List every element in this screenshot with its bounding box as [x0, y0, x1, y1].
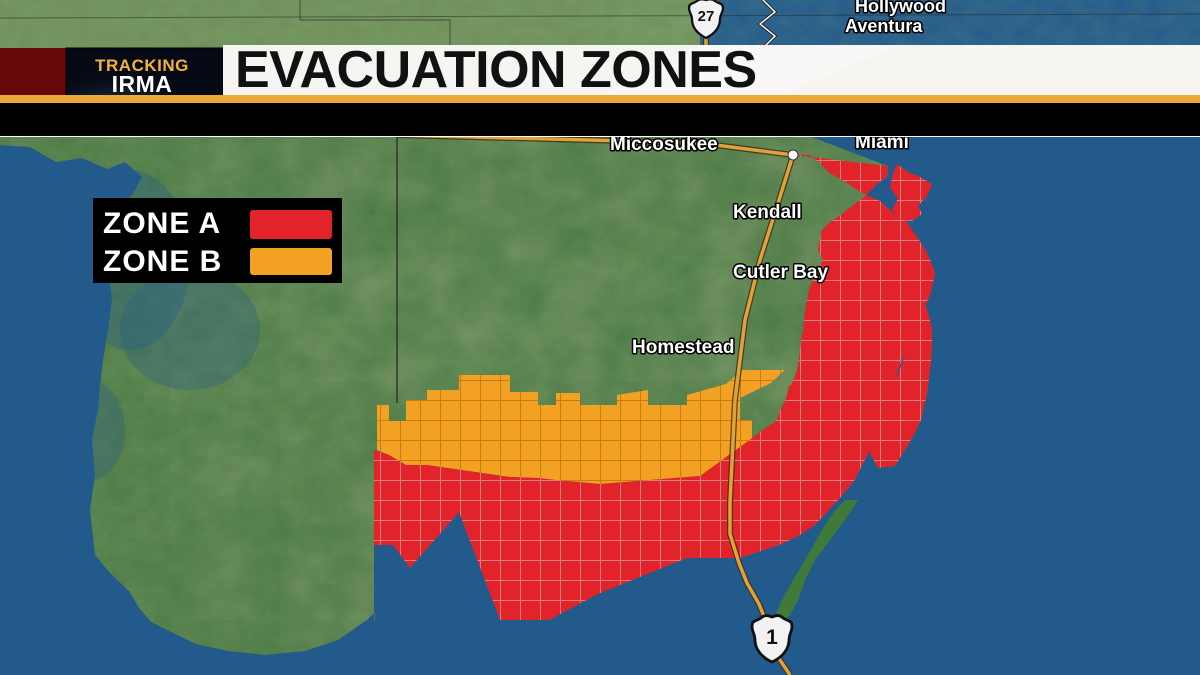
svg-text:ZONE B: ZONE B: [103, 245, 222, 278]
svg-text:1: 1: [766, 626, 778, 649]
svg-text:Hollywood: Hollywood: [855, 0, 946, 16]
svg-text:EVACUATION ZONES: EVACUATION ZONES: [235, 41, 757, 99]
svg-text:Miccosukee: Miccosukee: [610, 134, 718, 155]
svg-text:Cutler Bay: Cutler Bay: [733, 262, 828, 283]
svg-text:IRMA: IRMA: [112, 71, 173, 97]
svg-text:Kendall: Kendall: [733, 202, 802, 223]
svg-text:Aventura: Aventura: [845, 16, 923, 36]
svg-text:Homestead: Homestead: [632, 337, 734, 358]
svg-text:27: 27: [698, 8, 715, 25]
svg-text:ZONE A: ZONE A: [103, 207, 221, 240]
